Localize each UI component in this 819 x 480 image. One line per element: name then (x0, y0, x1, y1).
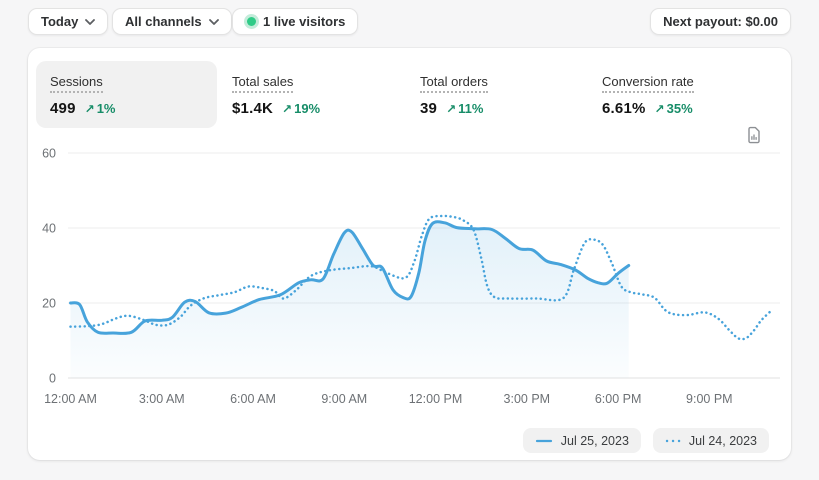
metric-delta: ↗ 11% (446, 101, 484, 116)
channel-filter-button[interactable]: All channels (112, 8, 232, 35)
date-range-button[interactable]: Today (28, 8, 109, 35)
live-visitors-label: 1 live visitors (263, 14, 346, 29)
next-payout-label: Next payout: $0.00 (663, 14, 778, 29)
legend-label: Jul 24, 2023 (688, 433, 757, 448)
live-indicator-dot-icon (247, 17, 256, 26)
analytics-card: Sessions 499 ↗ 1% Total sales $1.4K ↗ 19% … (28, 48, 791, 460)
metric-delta: ↗ 1% (84, 101, 116, 116)
metric-tab-total-orders[interactable]: Total orders 39 ↗ 11% (420, 74, 488, 117)
legend-item-current-period: Jul 25, 2023 (522, 428, 641, 453)
metric-value: 39 (420, 100, 438, 117)
metric-label: Total orders (420, 74, 488, 93)
chart-legend: Jul 25, 2023 Jul 24, 2023 (522, 428, 769, 453)
trend-up-arrow-icon: ↗ (446, 102, 457, 116)
metric-delta: ↗ 35% (654, 101, 693, 116)
metric-tab-total-sales[interactable]: Total sales $1.4K ↗ 19% (232, 74, 320, 117)
export-report-icon (748, 126, 760, 144)
trend-up-arrow-icon: ↗ (654, 102, 665, 116)
metric-value: 6.61% (602, 100, 646, 117)
metric-value: 499 (50, 100, 76, 117)
sessions-line-chart[interactable]: 0 20 40 60 12:00 AM 3:00 AM 6:00 AM 9:00 AM 12:0… (28, 146, 791, 438)
y-tick-label: 40 (42, 222, 56, 236)
x-tick-label: 9:00 AM (321, 392, 367, 406)
solid-line-icon (535, 439, 552, 442)
chart-canvas: 0 20 40 60 12:00 AM 3:00 AM 6:00 AM 9:00 AM 12:0… (42, 147, 780, 406)
export-report-button[interactable] (740, 122, 768, 150)
series-area-jul-25-2023 (70, 221, 629, 378)
x-tick-label: 6:00 PM (595, 392, 642, 406)
trend-up-arrow-icon: ↗ (282, 102, 293, 116)
legend-label: Jul 25, 2023 (560, 433, 629, 448)
x-tick-label: 12:00 AM (44, 392, 97, 406)
metric-label: Total sales (232, 74, 294, 93)
y-tick-label: 20 (42, 297, 56, 311)
series-line-jul-24-2023 (69, 214, 772, 341)
x-tick-label: 9:00 PM (686, 392, 733, 406)
x-tick-label: 12:00 PM (409, 392, 463, 406)
legend-item-previous-period: Jul 24, 2023 (652, 428, 769, 453)
dotted-line-icon (665, 439, 681, 442)
metric-label: Sessions (50, 74, 103, 93)
chevron-down-icon (208, 18, 219, 25)
metric-delta: ↗ 19% (282, 101, 321, 116)
date-range-label: Today (41, 14, 79, 29)
y-tick-label: 60 (42, 147, 56, 161)
channel-filter-label: All channels (125, 14, 202, 29)
next-payout-button[interactable]: Next payout: $0.00 (650, 8, 791, 35)
metric-tab-sessions[interactable]: Sessions 499 ↗ 1% (36, 61, 217, 128)
x-tick-label: 6:00 AM (230, 392, 276, 406)
chevron-down-icon (85, 18, 96, 25)
x-tick-label: 3:00 PM (504, 392, 551, 406)
x-tick-label: 3:00 AM (139, 392, 185, 406)
trend-up-arrow-icon: ↗ (84, 102, 95, 116)
series-line-jul-25-2023 (69, 220, 631, 335)
metric-tab-conversion-rate[interactable]: Conversion rate 6.61% ↗ 35% (602, 74, 694, 117)
metric-label: Conversion rate (602, 74, 694, 93)
y-tick-label: 0 (49, 372, 56, 386)
metric-value: $1.4K (232, 100, 274, 117)
live-visitors-button[interactable]: 1 live visitors (232, 8, 359, 35)
